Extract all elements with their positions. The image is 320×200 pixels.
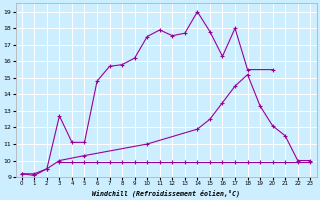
X-axis label: Windchill (Refroidissement éolien,°C): Windchill (Refroidissement éolien,°C)	[92, 189, 240, 197]
